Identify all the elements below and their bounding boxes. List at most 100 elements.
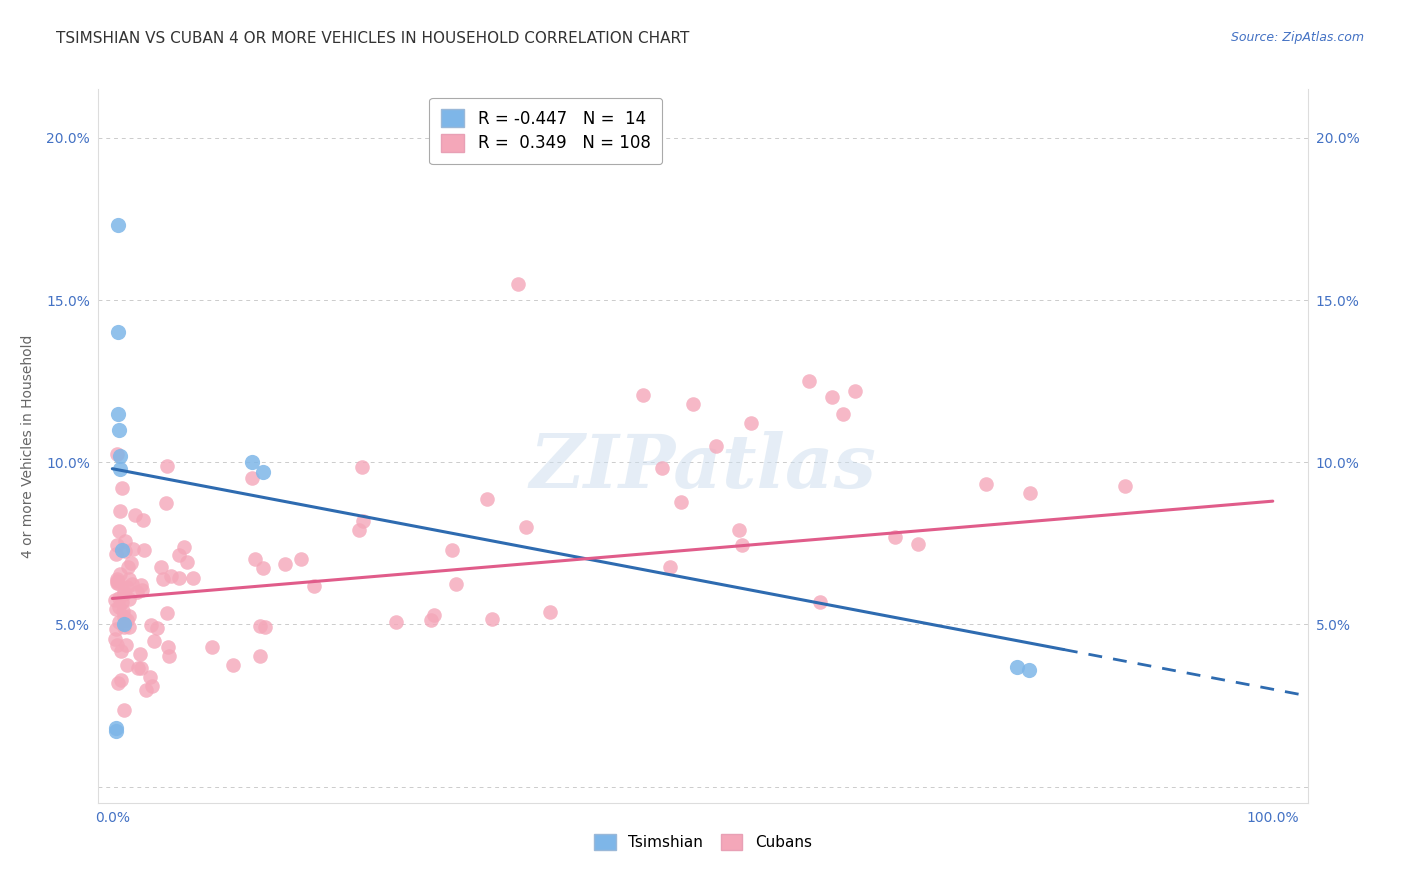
Point xyxy=(107,407,129,421)
Point xyxy=(110,461,132,475)
Point xyxy=(173,540,195,554)
Point xyxy=(108,591,131,605)
Point xyxy=(240,455,263,469)
Point xyxy=(1019,486,1042,500)
Point xyxy=(118,592,141,607)
Point xyxy=(112,584,135,599)
Point xyxy=(143,633,166,648)
Point xyxy=(112,587,135,601)
Point xyxy=(249,648,271,663)
Point xyxy=(907,537,929,551)
Point xyxy=(107,575,129,590)
Point xyxy=(808,595,831,609)
Point xyxy=(157,648,180,663)
Point xyxy=(127,661,149,675)
Point xyxy=(253,620,276,634)
Point xyxy=(104,632,127,647)
Point xyxy=(134,543,156,558)
Point xyxy=(107,574,129,588)
Point xyxy=(290,551,312,566)
Point xyxy=(347,523,370,537)
Point xyxy=(118,573,141,587)
Point xyxy=(201,640,224,654)
Point xyxy=(515,520,537,534)
Point xyxy=(104,602,127,616)
Point xyxy=(302,579,325,593)
Point xyxy=(1114,479,1136,493)
Point xyxy=(156,458,179,473)
Point xyxy=(118,609,141,624)
Point xyxy=(176,555,198,569)
Point xyxy=(156,640,179,655)
Point xyxy=(122,542,145,557)
Point xyxy=(252,465,274,479)
Point xyxy=(104,724,127,739)
Point xyxy=(112,617,135,632)
Point xyxy=(728,523,751,537)
Point xyxy=(274,557,297,571)
Point xyxy=(651,460,673,475)
Point xyxy=(117,560,139,574)
Point xyxy=(112,702,135,716)
Point xyxy=(114,638,136,652)
Point xyxy=(112,620,135,634)
Point xyxy=(420,613,443,627)
Point xyxy=(797,374,820,388)
Point xyxy=(110,449,132,463)
Point xyxy=(115,613,138,627)
Point xyxy=(129,578,152,592)
Point xyxy=(108,615,131,630)
Point xyxy=(135,682,157,697)
Point xyxy=(167,571,190,585)
Point xyxy=(111,604,134,618)
Point xyxy=(350,459,373,474)
Point xyxy=(110,673,132,688)
Point xyxy=(107,326,129,340)
Point xyxy=(150,559,173,574)
Point xyxy=(243,551,266,566)
Point xyxy=(139,670,162,684)
Point xyxy=(884,530,907,544)
Point xyxy=(105,538,128,552)
Point xyxy=(821,390,844,404)
Text: ZIPatlas: ZIPatlas xyxy=(530,431,876,504)
Point xyxy=(139,617,162,632)
Point xyxy=(115,580,138,594)
Point xyxy=(111,542,134,557)
Point xyxy=(108,423,131,437)
Point xyxy=(108,524,131,538)
Point xyxy=(110,481,132,495)
Point xyxy=(252,561,274,575)
Point xyxy=(129,661,152,675)
Point xyxy=(105,547,128,561)
Point xyxy=(107,219,129,233)
Point xyxy=(114,544,136,558)
Point xyxy=(682,397,704,411)
Point xyxy=(385,615,408,630)
Point xyxy=(104,622,127,636)
Point xyxy=(156,606,179,620)
Point xyxy=(124,508,146,522)
Point xyxy=(115,658,138,673)
Point xyxy=(152,572,174,586)
Point xyxy=(671,495,693,509)
Point xyxy=(107,676,129,690)
Point xyxy=(118,620,141,634)
Point xyxy=(538,605,561,619)
Point xyxy=(145,621,167,635)
Point xyxy=(110,644,132,658)
Point xyxy=(844,384,866,398)
Point xyxy=(731,538,754,552)
Y-axis label: 4 or more Vehicles in Household: 4 or more Vehicles in Household xyxy=(21,334,35,558)
Point xyxy=(222,658,245,673)
Point xyxy=(704,439,727,453)
Point xyxy=(160,569,183,583)
Point xyxy=(475,492,498,507)
Point xyxy=(110,504,132,518)
Point xyxy=(114,533,136,548)
Point xyxy=(104,592,127,607)
Point xyxy=(1007,659,1029,673)
Point xyxy=(183,571,205,585)
Point xyxy=(121,576,143,591)
Point xyxy=(107,576,129,591)
